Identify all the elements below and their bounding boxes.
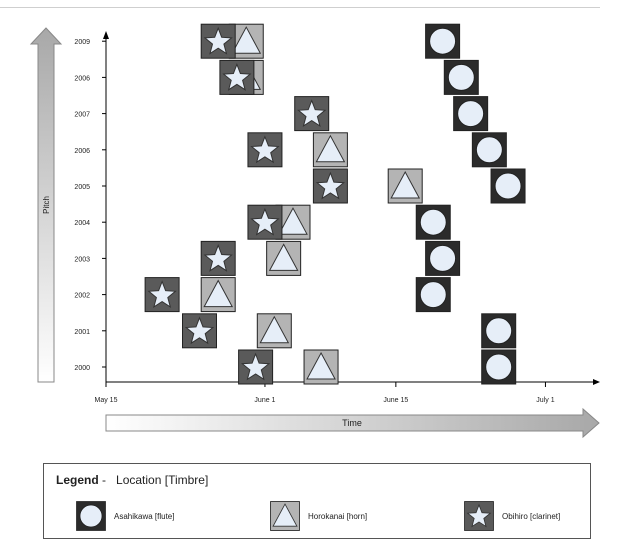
y-tick-label: 2001	[74, 329, 90, 336]
legend-title: Legend - Location [Timbre]	[56, 473, 208, 487]
y-tick-label: 2006	[74, 148, 90, 155]
triangle-icon-glyph	[270, 501, 300, 531]
triangle-point	[256, 313, 292, 349]
circle-point	[425, 23, 461, 59]
y-tick-label: 2005	[74, 184, 90, 191]
chart-canvas: Pitch Time 2000 2001 2002 2003 2004 2005 2006 2…	[29, 23, 600, 439]
circle-point	[415, 277, 451, 313]
star-point	[294, 96, 330, 132]
circle-point	[481, 313, 517, 349]
circle-point	[443, 59, 479, 95]
y-tick-label: 2000	[74, 365, 90, 372]
legend-label-obihiro: Obihiro [clarinet]	[502, 511, 561, 521]
triangle-point	[200, 277, 236, 313]
y-tick-label: 2002	[74, 293, 90, 300]
star-point	[247, 132, 283, 168]
star-point	[312, 168, 348, 204]
x-axis-arrowhead	[593, 379, 600, 385]
pitch-arrow	[29, 27, 63, 383]
y-axis-label: Pitch	[42, 196, 51, 214]
circle-point	[481, 349, 517, 385]
x-tick-label: July 1	[536, 397, 554, 404]
circle-point	[490, 168, 526, 204]
y-tick-label: 2006	[74, 75, 90, 82]
star-icon-glyph	[464, 501, 494, 531]
legend-separator: -	[102, 473, 107, 487]
legend-item-horokanai: Horokanai [horn]	[270, 501, 367, 531]
circle-icon-glyph	[76, 501, 106, 531]
legend-item-obihiro: Obihiro [clarinet]	[464, 501, 560, 531]
star-point	[238, 349, 274, 385]
y-tick-label: 2003	[74, 256, 90, 263]
legend: Legend - Location [Timbre] Asahikawa [fl…	[43, 463, 591, 539]
y-tick-label: 2004	[74, 220, 90, 227]
y-tick-label: 2009	[74, 39, 90, 46]
circle-point	[415, 204, 451, 240]
star-point	[182, 313, 217, 349]
star-point	[200, 240, 236, 276]
circle-point	[471, 132, 507, 168]
legend-label-horokanai: Horokanai [horn]	[308, 511, 368, 521]
legend-heading: Legend	[56, 473, 99, 487]
triangle-point	[312, 132, 348, 168]
x-tick-label: June 1	[254, 397, 275, 404]
legend-subtitle: Location [Timbre]	[116, 473, 209, 487]
triangle-icon	[270, 501, 300, 531]
triangle-point	[266, 240, 302, 276]
star-icon	[464, 501, 494, 531]
x-tick-label: June 15	[383, 397, 408, 404]
y-axis-arrowhead	[103, 31, 109, 39]
top-divider-line	[0, 7, 600, 8]
circle-point	[453, 96, 489, 132]
triangle-point	[303, 349, 339, 385]
x-tick-label: May 15	[95, 397, 118, 404]
circle-point	[425, 240, 461, 276]
star-point	[144, 277, 180, 313]
y-tick-label: 2007	[74, 112, 90, 119]
circle-icon	[76, 501, 106, 531]
legend-item-asahikawa: Asahikawa [flute]	[76, 501, 174, 531]
legend-label-asahikawa: Asahikawa [flute]	[114, 511, 175, 521]
triangle-point	[387, 168, 423, 204]
x-axis-label: Time	[342, 418, 362, 428]
time-arrow	[105, 407, 600, 439]
star-point	[219, 59, 255, 95]
star-point	[247, 204, 283, 240]
star-point	[200, 23, 236, 59]
